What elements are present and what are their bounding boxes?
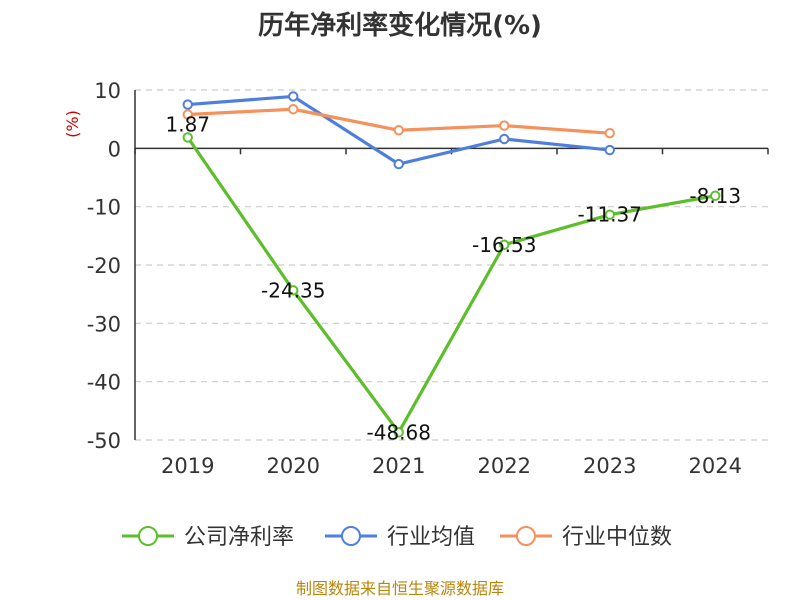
y-tick-label: 10 [94,79,121,103]
source-note: 制图数据来自恒生聚源数据库 [296,579,504,598]
legend-label: 行业均值 [387,525,475,550]
data-label: -16.53 [472,233,536,257]
data-point [604,209,615,220]
data-point [393,158,404,170]
data-point [288,285,299,296]
data-point [182,109,193,120]
legend-marker [341,526,361,546]
legend: 公司净利率 行业均值 行业中位数 [122,525,672,550]
x-tick-label: 2021 [372,454,425,478]
x-tick-label: 2023 [583,454,636,478]
data-point [499,133,510,145]
data-point [499,239,510,250]
data-label: -24.35 [261,278,325,302]
series-lines [182,91,721,438]
data-point [604,144,615,156]
data-labels: 1.87 -24.35 -48.68 -16.53 -11.37 -8.13 [165,112,741,444]
y-tick-label: -10 [87,196,121,220]
y-tick-label: 0 [108,137,121,161]
legend-label: 公司净利率 [184,525,294,550]
data-point [499,120,510,131]
legend-marker [138,526,158,546]
y-tick-label: -30 [87,312,121,336]
y-tick-label: -40 [87,371,121,395]
data-point [604,127,615,139]
x-tick-label: 2019 [161,454,214,478]
data-point [710,190,721,201]
y-unit-label: (%) [63,110,82,138]
y-tick-label: -20 [87,254,121,278]
legend-label: 行业中位数 [562,525,672,550]
data-label: -11.37 [578,203,642,227]
data-point [182,99,193,110]
data-label: -8.13 [689,184,741,208]
x-tick-label: 2022 [478,454,531,478]
chart-title: 历年净利率变化情况(%) [258,10,542,41]
data-point [288,91,299,102]
data-point [393,125,404,136]
data-point [288,104,299,115]
data-label: 1.87 [165,112,210,136]
legend-marker [516,526,536,546]
series-line-0 [186,136,716,434]
data-point [393,427,404,438]
x-tick-label: 2020 [267,454,320,478]
x-tick-label: 2024 [689,454,742,478]
grid-lines [135,89,768,441]
data-label: -48.68 [367,420,431,444]
data-point [182,132,193,143]
y-tick-label: -50 [87,429,121,453]
axes: 10 0 -10 -20 -30 -40 -50 2019 2020 2021 2022 2023 20… [87,79,769,478]
